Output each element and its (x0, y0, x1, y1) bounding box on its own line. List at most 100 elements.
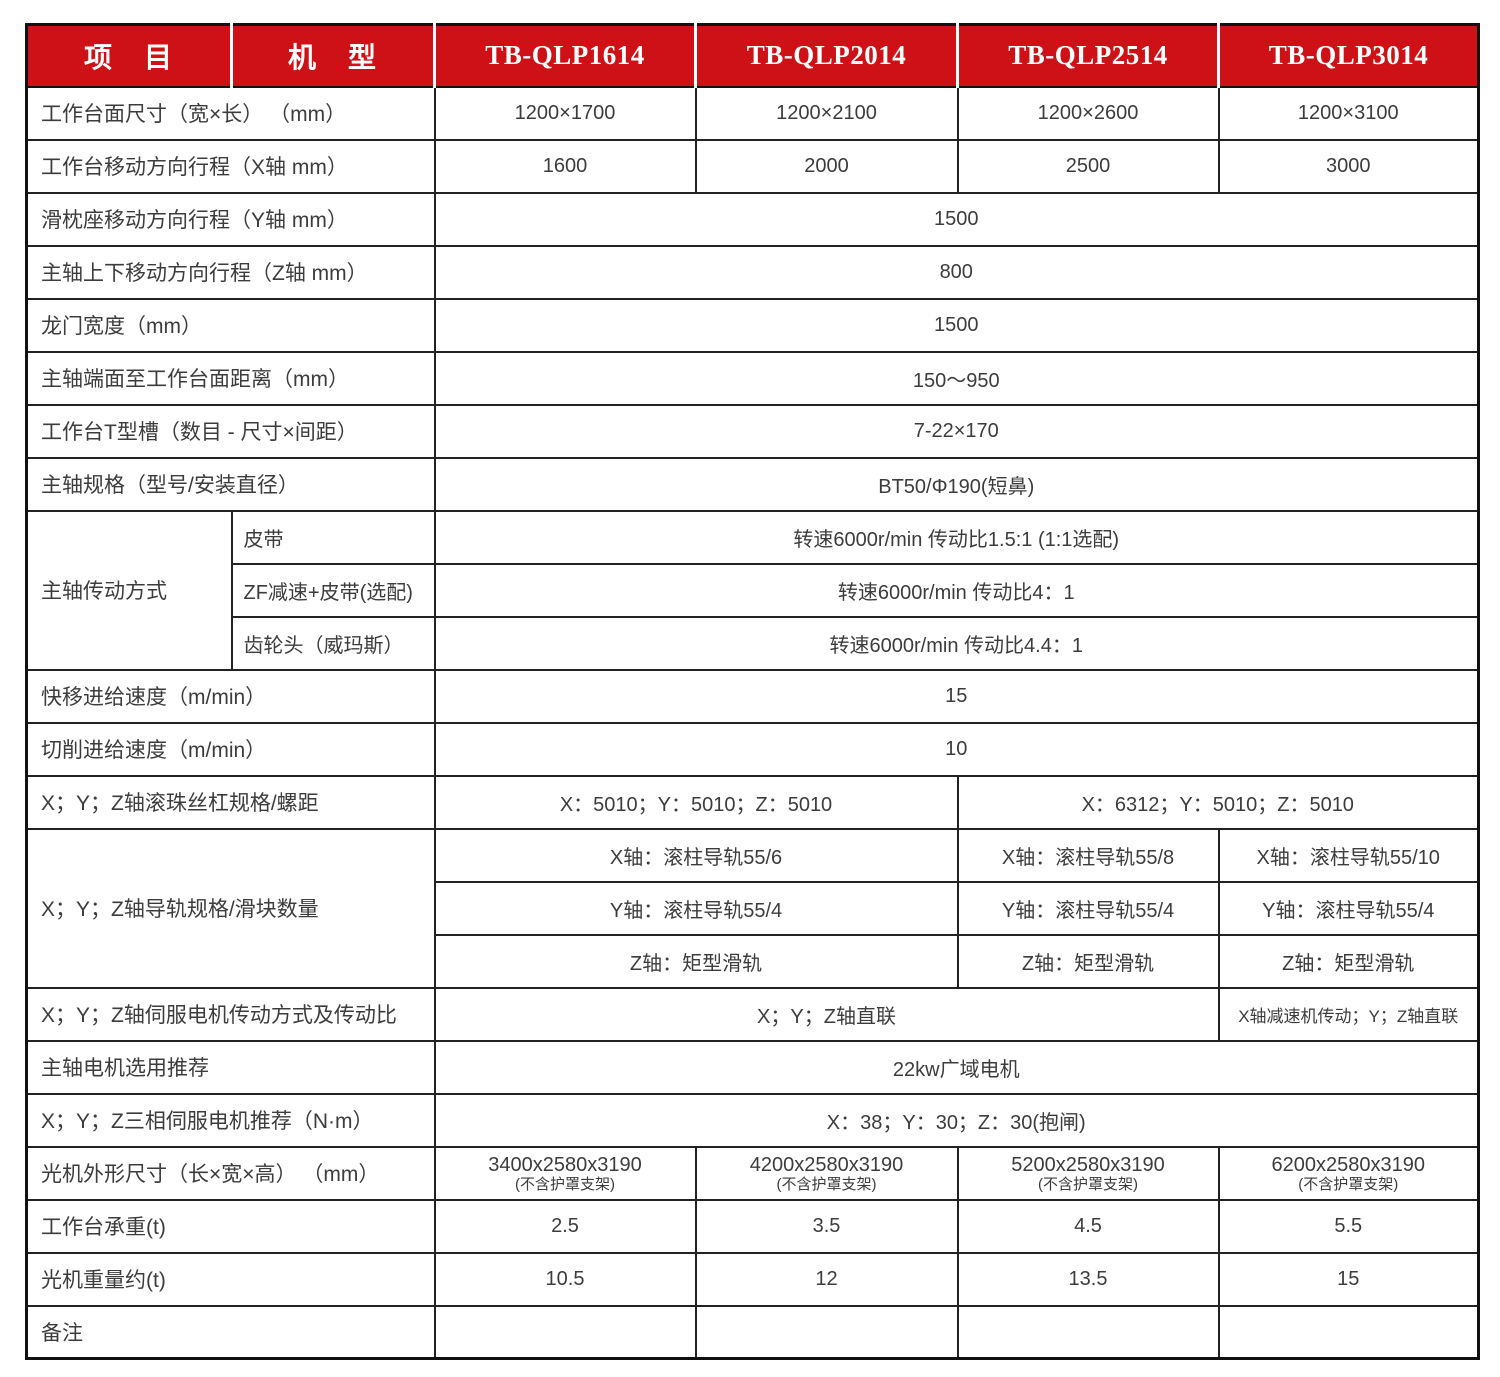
row-spindle-drive-belt: 主轴传动方式 皮带 转速6000r/min 传动比1.5:1 (1:1选配) (25, 509, 1480, 671)
dimension-value: 3400x2580x3190 (488, 1153, 642, 1176)
cell-value: X轴减速机传动；Y；Z轴直联 (1217, 986, 1480, 1042)
row-spindle-drive-zf: ZF减速+皮带(选配) 转速6000r/min 传动比4：1 (27, 562, 1480, 618)
cell-dimensions: 5200x2580x3190 (不含护罩支架) (956, 1145, 1220, 1201)
row-ballscrew: X；Y；Z轴滚珠丝杠规格/螺距 X：5010；Y：5010；Z：5010 X：6… (25, 774, 1480, 830)
cell-value: 1500 (433, 191, 1480, 247)
cell-value: Z轴：矩型滑轨 (1217, 933, 1480, 989)
cell-value: 3000 (1217, 138, 1480, 194)
row-servo-drive: X；Y；Z轴伺服电机传动方式及传动比 X；Y；Z轴直联 X轴减速机传动；Y；Z轴… (25, 986, 1480, 1042)
cell-value: X：38；Y：30；Z：30(抱闸) (433, 1092, 1480, 1148)
row-dimensions: 光机外形尺寸（长×宽×高） （mm） 3400x2580x3190 (不含护罩支… (25, 1145, 1480, 1201)
cell-value: 2.5 (433, 1198, 697, 1254)
header-model-tbqlp1614: TB-QLP1614 (433, 23, 697, 88)
header-model: 机 型 (230, 23, 436, 88)
row-y-travel: 滑枕座移动方向行程（Y轴 mm） 1500 (25, 191, 1480, 247)
cell-value: X：5010；Y：5010；Z：5010 (433, 774, 959, 830)
cell-value (694, 1304, 959, 1360)
cell-value (433, 1304, 697, 1360)
row-rapid-feed: 快移进给速度（m/min） 15 (25, 668, 1480, 724)
row-label: 主轴上下移动方向行程（Z轴 mm） (25, 244, 436, 300)
row-label: X；Y；Z轴导轨规格/滑块数量 (25, 827, 436, 989)
cell-value: 2000 (694, 138, 959, 194)
header-model-tbqlp3014: TB-QLP3014 (1217, 23, 1480, 88)
row-label: 主轴电机选用推荐 (25, 1039, 436, 1095)
row-label: 工作台承重(t) (25, 1198, 436, 1254)
cell-value: 15 (1217, 1251, 1480, 1307)
row-x-travel: 工作台移动方向行程（X轴 mm） 1600 2000 2500 3000 (25, 138, 1480, 194)
cell-dimensions: 6200x2580x3190 (不含护罩支架) (1217, 1145, 1480, 1201)
row-spindle-drive-gear: 齿轮头（威玛斯） 转速6000r/min 传动比4.4：1 (27, 615, 1480, 671)
row-spindle-motor: 主轴电机选用推荐 22kw广域电机 (25, 1039, 1480, 1095)
row-sublabel: ZF减速+皮带(选配) (230, 562, 436, 618)
cell-value: 800 (433, 244, 1480, 300)
cell-dimensions: 4200x2580x3190 (不含护罩支架) (694, 1145, 959, 1201)
row-spindle-to-table: 主轴端面至工作台面距离（mm） 150～950 (25, 350, 1480, 406)
header-row: 项 目 机 型 TB-QLP1614 TB-QLP2014 TB-QLP2514… (25, 23, 1480, 88)
cell-value: 1200×2600 (956, 85, 1220, 141)
row-label: X；Y；Z轴伺服电机传动方式及传动比 (25, 986, 436, 1042)
row-sublabel: 齿轮头（威玛斯） (230, 615, 436, 671)
dimension-value: 6200x2580x3190 (1271, 1153, 1425, 1176)
row-servo-motor: X；Y；Z三相伺服电机推荐（N·m） X：38；Y：30；Z：30(抱闸) (25, 1092, 1480, 1148)
cell-value: 1200×2100 (694, 85, 959, 141)
row-gantry-width: 龙门宽度（mm） 1500 (25, 297, 1480, 353)
row-label: 主轴传动方式 (25, 509, 233, 671)
row-sublabel: 皮带 (230, 509, 436, 565)
row-label: 滑枕座移动方向行程（Y轴 mm） (25, 191, 436, 247)
cell-value: Z轴：矩型滑轨 (956, 933, 1220, 989)
cell-value: Y轴：滚柱导轨55/4 (433, 880, 959, 936)
row-guideway-x: X；Y；Z轴导轨规格/滑块数量 X轴：滚柱导轨55/6 X轴：滚柱导轨55/8 … (25, 827, 1480, 989)
cell-value (1217, 1304, 1480, 1360)
row-spindle-spec: 主轴规格（型号/安装直径） BT50/Φ190(短鼻) (25, 456, 1480, 512)
cell-value: 1200×1700 (433, 85, 697, 141)
row-label: 切削进给速度（m/min） (25, 721, 436, 777)
cell-value: BT50/Φ190(短鼻) (433, 456, 1480, 512)
row-cutting-feed: 切削进给速度（m/min） 10 (25, 721, 1480, 777)
cell-value: 转速6000r/min 传动比4.4：1 (433, 615, 1480, 671)
row-guideway-z: Z轴：矩型滑轨 Z轴：矩型滑轨 Z轴：矩型滑轨 (27, 933, 1480, 989)
cell-value: X轴：滚柱导轨55/6 (433, 827, 959, 883)
row-label: X；Y；Z轴滚珠丝杠规格/螺距 (25, 774, 436, 830)
cell-value: 5.5 (1217, 1198, 1480, 1254)
cell-value: 转速6000r/min 传动比1.5:1 (1:1选配) (433, 509, 1480, 565)
cell-value: 2500 (956, 138, 1220, 194)
header-item: 项 目 (25, 23, 233, 88)
machine-spec-table: 项 目 机 型 TB-QLP1614 TB-QLP2014 TB-QLP2514… (25, 23, 1480, 1360)
header-model-tbqlp2014: TB-QLP2014 (694, 23, 959, 88)
cell-value: 12 (694, 1251, 959, 1307)
header-model-tbqlp2514: TB-QLP2514 (956, 23, 1220, 88)
row-label: 备注 (25, 1304, 436, 1360)
row-machine-weight: 光机重量约(t) 10.5 12 13.5 15 (25, 1251, 1480, 1307)
row-z-travel: 主轴上下移动方向行程（Z轴 mm） 800 (25, 244, 1480, 300)
dimension-note: (不含护罩支架) (515, 1175, 615, 1193)
row-label: 工作台移动方向行程（X轴 mm） (25, 138, 436, 194)
cell-dimensions: 3400x2580x3190 (不含护罩支架) (433, 1145, 697, 1201)
row-label: 光机外形尺寸（长×宽×高） （mm） (25, 1145, 436, 1201)
cell-value: 150～950 (433, 350, 1480, 406)
cell-value: 4.5 (956, 1198, 1220, 1254)
row-load-capacity: 工作台承重(t) 2.5 3.5 4.5 5.5 (25, 1198, 1480, 1254)
row-label: 主轴规格（型号/安装直径） (25, 456, 436, 512)
cell-value: 13.5 (956, 1251, 1220, 1307)
cell-value: Y轴：滚柱导轨55/4 (1217, 880, 1480, 936)
cell-value: X轴：滚柱导轨55/8 (956, 827, 1220, 883)
cell-value: 1500 (433, 297, 1480, 353)
cell-value: X轴：滚柱导轨55/10 (1217, 827, 1480, 883)
cell-value: X；Y；Z轴直联 (433, 986, 1220, 1042)
cell-value: 转速6000r/min 传动比4：1 (433, 562, 1480, 618)
cell-value: 10 (433, 721, 1480, 777)
row-t-slot: 工作台T型槽（数目 - 尺寸×间距） 7-22×170 (25, 403, 1480, 459)
row-label: 龙门宽度（mm） (25, 297, 436, 353)
dimension-value: 5200x2580x3190 (1011, 1153, 1165, 1176)
dimension-note: (不含护罩支架) (1038, 1175, 1138, 1193)
row-label: X；Y；Z三相伺服电机推荐（N·m） (25, 1092, 436, 1148)
cell-value: 3.5 (694, 1198, 959, 1254)
row-worktable-size: 工作台面尺寸（宽×长） （mm） 1200×1700 1200×2100 120… (25, 85, 1480, 141)
cell-value (956, 1304, 1220, 1360)
cell-value: 22kw广域电机 (433, 1039, 1480, 1095)
cell-value: 15 (433, 668, 1480, 724)
cell-value: X：6312；Y：5010；Z：5010 (956, 774, 1480, 830)
dimension-note: (不含护罩支架) (1298, 1175, 1399, 1193)
cell-value: 1600 (433, 138, 697, 194)
